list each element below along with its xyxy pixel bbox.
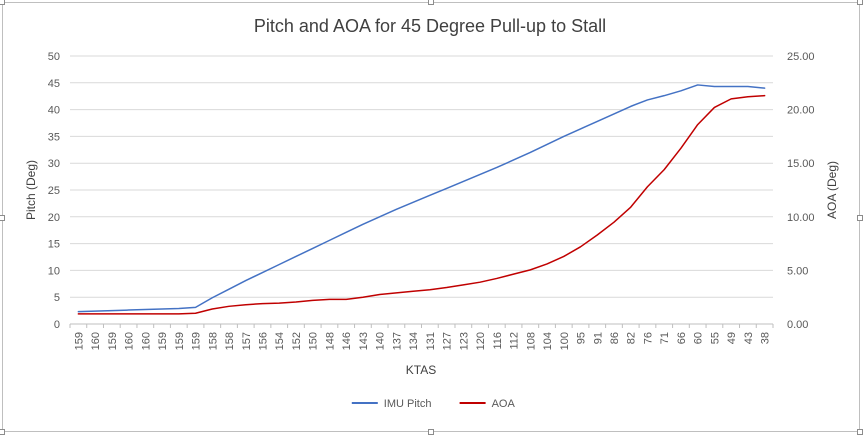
resize-handle-top-left[interactable] (0, 0, 5, 5)
x-tick-label: 154 (274, 332, 286, 350)
x-tick-label: 159 (174, 332, 186, 350)
x-tick-label: 86 (609, 332, 621, 344)
legend: IMU Pitch AOA (351, 398, 516, 410)
y-tick-label: 50 (48, 51, 60, 63)
resize-handle-middle-right[interactable] (857, 215, 863, 221)
y-tick-label: 10 (48, 265, 60, 277)
x-tick-label: 38 (760, 332, 772, 344)
x-tick-label: 49 (726, 332, 738, 344)
resize-handle-top-right[interactable] (857, 0, 863, 5)
x-tick-label: 108 (525, 332, 537, 350)
y2-tick-label: 0.00 (787, 319, 808, 331)
x-axis: 159 160 159 160 160 159 159 159 158 158 157 156 154 1… (69, 323, 774, 350)
y-tick-label: 30 (48, 158, 60, 170)
x-tick-label: 160 (90, 332, 102, 350)
x-tick-label: 146 (341, 332, 353, 350)
legend-label-aoa: AOA (492, 398, 516, 410)
x-tick-label: 60 (693, 332, 705, 344)
y-tick-label: 20 (48, 212, 60, 224)
y2-tick-label: 5.00 (787, 265, 808, 277)
resize-handle-bottom-center[interactable] (428, 429, 434, 435)
x-tick-label: 158 (224, 332, 236, 350)
y-tick-label: 15 (48, 239, 60, 251)
legend-label-imu-pitch: IMU Pitch (384, 398, 432, 410)
x-axis-title: KTAS (406, 363, 436, 377)
gridlines (70, 55, 773, 325)
x-tick-label: 158 (207, 332, 219, 350)
x-tick-label: 100 (559, 332, 571, 350)
y-tick-label: 0 (54, 319, 60, 331)
x-tick-label: 76 (642, 332, 654, 344)
x-tick-label: 116 (492, 332, 504, 350)
x-tick-label: 148 (324, 332, 336, 350)
x-tick-label: 160 (140, 332, 152, 350)
y2-tick-label: 25.00 (787, 51, 815, 63)
resize-handle-middle-left[interactable] (0, 215, 5, 221)
x-tick-label: 156 (257, 332, 269, 350)
resize-handle-bottom-left[interactable] (0, 429, 5, 435)
y2-tick-label: 10.00 (787, 212, 815, 224)
x-tick-label: 160 (124, 332, 136, 350)
plot-area (77, 84, 766, 315)
right-axis: 0.00 5.00 10.00 15.00 20.00 25.00 (787, 51, 815, 331)
series-line-aoa (77, 94, 766, 315)
y-axis-title: Pitch (Deg) (24, 160, 38, 220)
y-tick-label: 25 (48, 185, 60, 197)
x-tick-label: 95 (576, 332, 588, 344)
x-tick-label: 157 (241, 332, 253, 350)
y2-axis-title: AOA (Deg) (825, 161, 839, 219)
left-axis: 0 5 10 15 20 25 30 35 40 45 50 (48, 51, 60, 331)
y-tick-label: 5 (54, 292, 60, 304)
x-tick-label: 82 (626, 332, 638, 344)
x-tick-label: 131 (425, 332, 437, 350)
x-tick-label: 71 (659, 332, 671, 344)
series-line-imu-pitch (77, 84, 766, 313)
x-tick-label: 134 (408, 332, 420, 350)
x-tick-label: 123 (458, 332, 470, 350)
x-tick-label: 104 (542, 332, 554, 350)
x-tick-label: 159 (73, 332, 85, 350)
y-tick-label: 40 (48, 105, 60, 117)
x-tick-label: 120 (475, 332, 487, 350)
resize-handle-top-center[interactable] (428, 0, 434, 5)
x-tick-label: 66 (676, 332, 688, 344)
y2-tick-label: 20.00 (787, 105, 815, 117)
y-tick-label: 45 (48, 78, 60, 90)
x-tick-label: 137 (391, 332, 403, 350)
x-tick-label: 127 (442, 332, 454, 350)
x-tick-label: 55 (709, 332, 721, 344)
y-tick-label: 35 (48, 131, 60, 143)
x-tick-label: 159 (157, 332, 169, 350)
x-tick-label: 143 (358, 332, 370, 350)
x-tick-label: 112 (509, 332, 521, 350)
x-tick-label: 152 (291, 332, 303, 350)
y2-tick-label: 15.00 (787, 158, 815, 170)
resize-handle-bottom-right[interactable] (857, 429, 863, 435)
chart-title: Pitch and AOA for 45 Degree Pull-up to S… (254, 16, 606, 36)
x-tick-label: 43 (743, 332, 755, 344)
x-tick-label: 140 (375, 332, 387, 350)
x-tick-label: 91 (592, 332, 604, 344)
x-tick-label: 159 (107, 332, 119, 350)
x-tick-label: 150 (308, 332, 320, 350)
x-tick-label: 159 (191, 332, 203, 350)
